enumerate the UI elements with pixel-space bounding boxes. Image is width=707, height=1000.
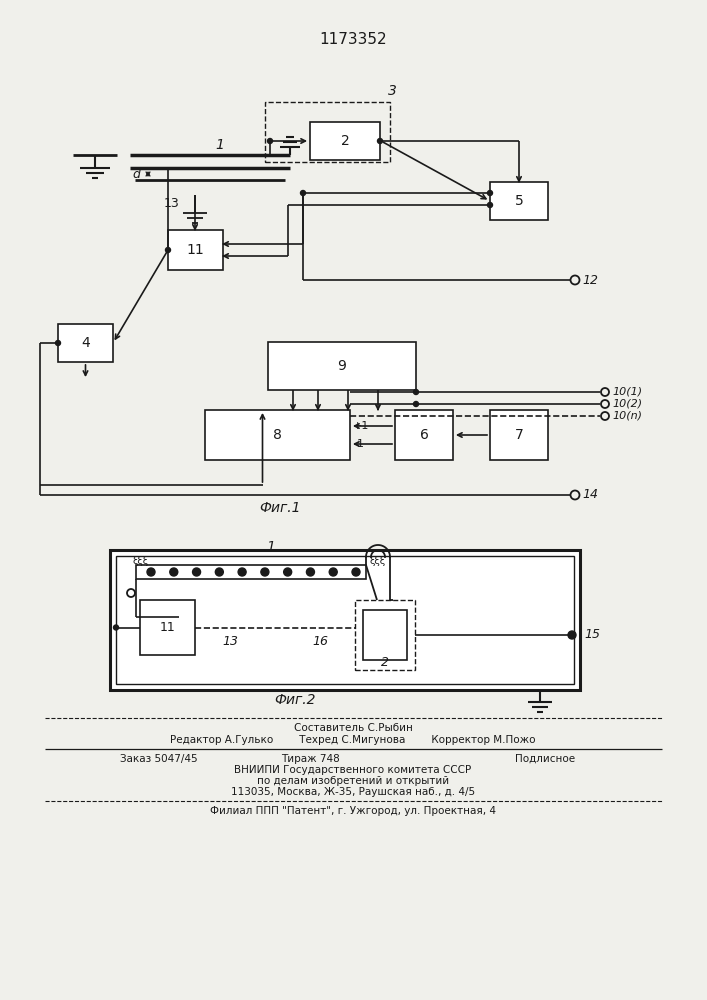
Bar — [140, 600, 195, 655]
Bar — [168, 230, 223, 270]
Bar — [355, 600, 415, 670]
Circle shape — [267, 138, 272, 143]
Text: 11: 11 — [187, 243, 204, 257]
Text: 7: 7 — [515, 428, 523, 442]
Text: 10(2): 10(2) — [612, 399, 642, 409]
Circle shape — [261, 568, 269, 576]
Circle shape — [284, 568, 292, 576]
Text: Фиг.1: Фиг.1 — [259, 501, 300, 515]
Text: Подлисное: Подлисное — [515, 754, 575, 764]
Text: -1: -1 — [353, 439, 364, 449]
Text: ВНИИПИ Государственного комитета СССР: ВНИИПИ Государственного комитета СССР — [235, 765, 472, 775]
Bar — [490, 410, 548, 460]
Bar — [363, 610, 407, 660]
Text: 9: 9 — [337, 359, 346, 373]
Text: 12: 12 — [582, 273, 598, 286]
Bar — [310, 122, 380, 160]
Bar — [58, 324, 113, 362]
Text: 1: 1 — [216, 138, 224, 152]
Circle shape — [300, 190, 305, 196]
Circle shape — [378, 138, 382, 143]
Circle shape — [238, 568, 246, 576]
Circle shape — [165, 247, 170, 252]
Circle shape — [56, 340, 61, 346]
Text: Заказ 5047/45: Заказ 5047/45 — [120, 754, 198, 764]
Text: 13: 13 — [222, 635, 238, 648]
Text: 1: 1 — [267, 540, 276, 554]
Text: 5: 5 — [515, 194, 523, 208]
Text: Составитель С.Рыбин: Составитель С.Рыбин — [293, 723, 412, 733]
Circle shape — [170, 568, 177, 576]
Text: 6: 6 — [419, 428, 428, 442]
Text: 11: 11 — [160, 621, 175, 634]
Text: 4: 4 — [81, 336, 90, 350]
Bar — [116, 556, 574, 684]
Text: Редактор А.Гулько        Техред С.Мигунова        Корректор М.Пожо: Редактор А.Гулько Техред С.Мигунова Корр… — [170, 735, 536, 745]
Circle shape — [114, 625, 119, 630]
Text: Тираж 748: Тираж 748 — [281, 754, 339, 764]
Text: 113035, Москва, Ж-35, Раушская наб., д. 4/5: 113035, Москва, Ж-35, Раушская наб., д. … — [231, 787, 475, 797]
Text: 8: 8 — [273, 428, 282, 442]
Text: 2: 2 — [381, 656, 389, 668]
Text: Фиг.2: Фиг.2 — [274, 693, 316, 707]
Text: 13: 13 — [163, 197, 179, 210]
Bar — [205, 410, 350, 460]
Text: 16: 16 — [312, 635, 328, 648]
Bar — [268, 342, 416, 390]
Text: 3: 3 — [388, 84, 397, 98]
Text: 2: 2 — [341, 134, 349, 148]
Circle shape — [352, 568, 360, 576]
Text: d: d — [132, 167, 140, 180]
Text: Филиал ППП "Патент", г. Ужгород, ул. Проектная, 4: Филиал ППП "Патент", г. Ужгород, ул. Про… — [210, 806, 496, 816]
Text: 1173352: 1173352 — [319, 32, 387, 47]
Bar — [265, 102, 390, 162]
Text: по делам изобретений и открытий: по делам изобретений и открытий — [257, 776, 449, 786]
Circle shape — [414, 401, 419, 406]
Circle shape — [488, 190, 493, 196]
Text: ξξξ: ξξξ — [370, 556, 386, 566]
Text: 15: 15 — [584, 629, 600, 642]
Circle shape — [414, 389, 419, 394]
Circle shape — [306, 568, 315, 576]
Circle shape — [488, 202, 493, 208]
Circle shape — [329, 568, 337, 576]
Bar — [136, 565, 366, 579]
Text: 14: 14 — [582, 488, 598, 502]
Bar — [395, 410, 453, 460]
Bar — [490, 182, 548, 220]
Circle shape — [192, 568, 201, 576]
Text: ξξξ: ξξξ — [133, 556, 149, 566]
Circle shape — [216, 568, 223, 576]
Text: +1: +1 — [353, 421, 369, 431]
Circle shape — [568, 631, 576, 639]
Text: 10(n): 10(n) — [612, 411, 642, 421]
Bar — [110, 550, 580, 690]
Text: 10(1): 10(1) — [612, 387, 642, 397]
Circle shape — [147, 568, 155, 576]
